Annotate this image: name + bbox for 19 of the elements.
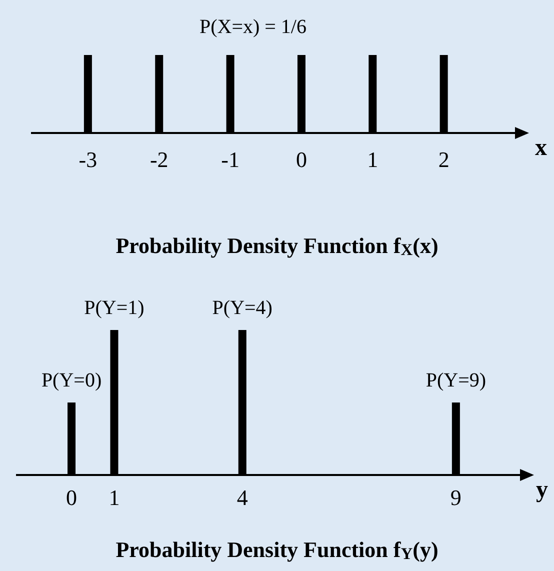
annotation: P(Y=9) [426,370,486,392]
annotation: P(Y=1) [84,297,144,319]
x-tick-label: -1 [221,147,240,172]
x-tick-label: 1 [108,485,120,510]
x-axis-title: x [535,135,547,161]
x-tick-label: 4 [236,485,248,510]
annotation: P(Y=4) [212,297,272,319]
x-tick-label: -2 [150,147,168,172]
x-tick-label: 0 [296,147,307,172]
x-tick-label: 2 [438,147,450,172]
x-axis-title: y [536,477,548,503]
x-tick-label: -3 [78,147,98,172]
text: Probability Density Function f$_{X}$(x) [116,233,438,259]
annotation: P(Y=0) [41,370,102,392]
text: P(X=x) = 1/6 [199,16,307,38]
x-tick-label: 9 [450,485,462,510]
x-tick-label: 0 [66,485,78,510]
x-tick-label: 1 [367,147,378,172]
text: Probability Density Function f$_{Y}$(y) [116,537,438,563]
